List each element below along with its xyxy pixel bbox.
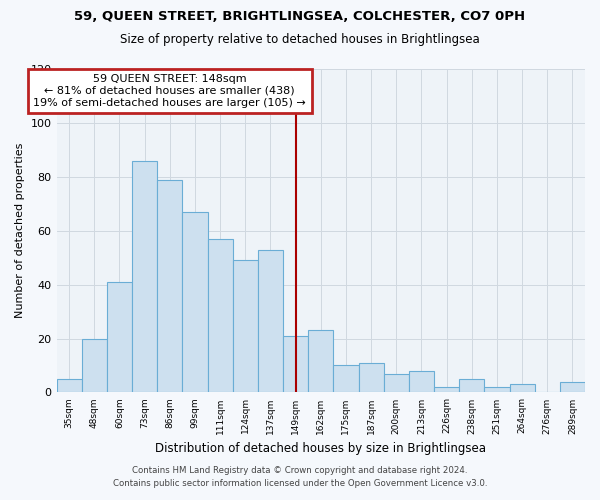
- Bar: [258, 250, 283, 392]
- Bar: [308, 330, 334, 392]
- Text: Size of property relative to detached houses in Brightlingsea: Size of property relative to detached ho…: [120, 32, 480, 46]
- Bar: [459, 379, 484, 392]
- Bar: [434, 387, 459, 392]
- Bar: [383, 374, 409, 392]
- Bar: [359, 363, 383, 392]
- Bar: [409, 371, 434, 392]
- Y-axis label: Number of detached properties: Number of detached properties: [15, 143, 25, 318]
- Bar: [334, 366, 359, 392]
- Text: Contains HM Land Registry data © Crown copyright and database right 2024.
Contai: Contains HM Land Registry data © Crown c…: [113, 466, 487, 487]
- X-axis label: Distribution of detached houses by size in Brightlingsea: Distribution of detached houses by size …: [155, 442, 486, 455]
- Text: 59 QUEEN STREET: 148sqm
← 81% of detached houses are smaller (438)
19% of semi-d: 59 QUEEN STREET: 148sqm ← 81% of detache…: [34, 74, 306, 108]
- Bar: [560, 382, 585, 392]
- Bar: [283, 336, 308, 392]
- Text: 59, QUEEN STREET, BRIGHTLINGSEA, COLCHESTER, CO7 0PH: 59, QUEEN STREET, BRIGHTLINGSEA, COLCHES…: [74, 10, 526, 23]
- Bar: [509, 384, 535, 392]
- Bar: [182, 212, 208, 392]
- Bar: [107, 282, 132, 393]
- Bar: [82, 338, 107, 392]
- Bar: [132, 160, 157, 392]
- Bar: [484, 387, 509, 392]
- Bar: [157, 180, 182, 392]
- Bar: [56, 379, 82, 392]
- Bar: [233, 260, 258, 392]
- Bar: [208, 239, 233, 392]
